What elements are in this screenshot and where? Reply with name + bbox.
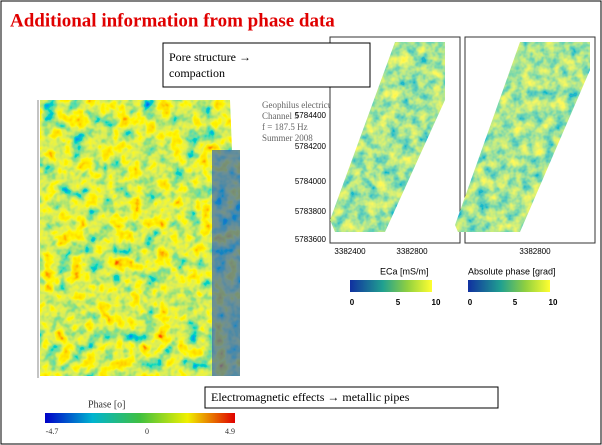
colorbar-tick-label: 4.9: [225, 427, 235, 436]
callout-line: Pore structure →: [169, 50, 251, 64]
colorbar-tick-label: 10: [432, 298, 441, 307]
slide: Additional information from phase data G…: [0, 0, 602, 445]
colorbar: [45, 413, 235, 423]
colorbar-tick-label: -4.7: [46, 427, 59, 436]
callout: Electromagnetic effects → metallic pipes: [211, 390, 410, 404]
x-tick-label: 3382800: [396, 247, 428, 256]
map-info: f = 187.5 Hz: [262, 122, 308, 132]
colorbar-tick-label: 0: [145, 427, 149, 436]
map-info: Geophilus electricus: [262, 100, 336, 110]
colorbar-title: ECa [mS/m]: [380, 266, 429, 276]
colorbar-tick-label: 0: [468, 298, 473, 307]
x-tick-label: 3382400: [334, 247, 366, 256]
map-info: Channel 5: [262, 111, 299, 121]
y-tick-label: 5784200: [295, 142, 327, 151]
y-tick-label: 5783600: [295, 235, 327, 244]
x-tick-label: 3382800: [519, 247, 551, 256]
colorbar-tick-label: 5: [513, 298, 518, 307]
colorbar: [468, 280, 550, 292]
colorbar-tick-label: 0: [350, 298, 355, 307]
y-tick-label: 5783800: [295, 207, 327, 216]
y-tick-label: 5784400: [295, 111, 327, 120]
colorbar: [350, 280, 432, 292]
colorbar-tick-label: 5: [396, 298, 401, 307]
slide-title: Additional information from phase data: [10, 10, 335, 31]
y-tick-label: 5784000: [295, 177, 327, 186]
colorbar-tick-label: 10: [549, 298, 558, 307]
callout-line: compaction: [169, 66, 225, 80]
colorbar-title: Absolute phase [grad]: [468, 266, 556, 276]
phase-map: [40, 100, 240, 376]
colorbar-title: Phase [o]: [88, 399, 126, 410]
